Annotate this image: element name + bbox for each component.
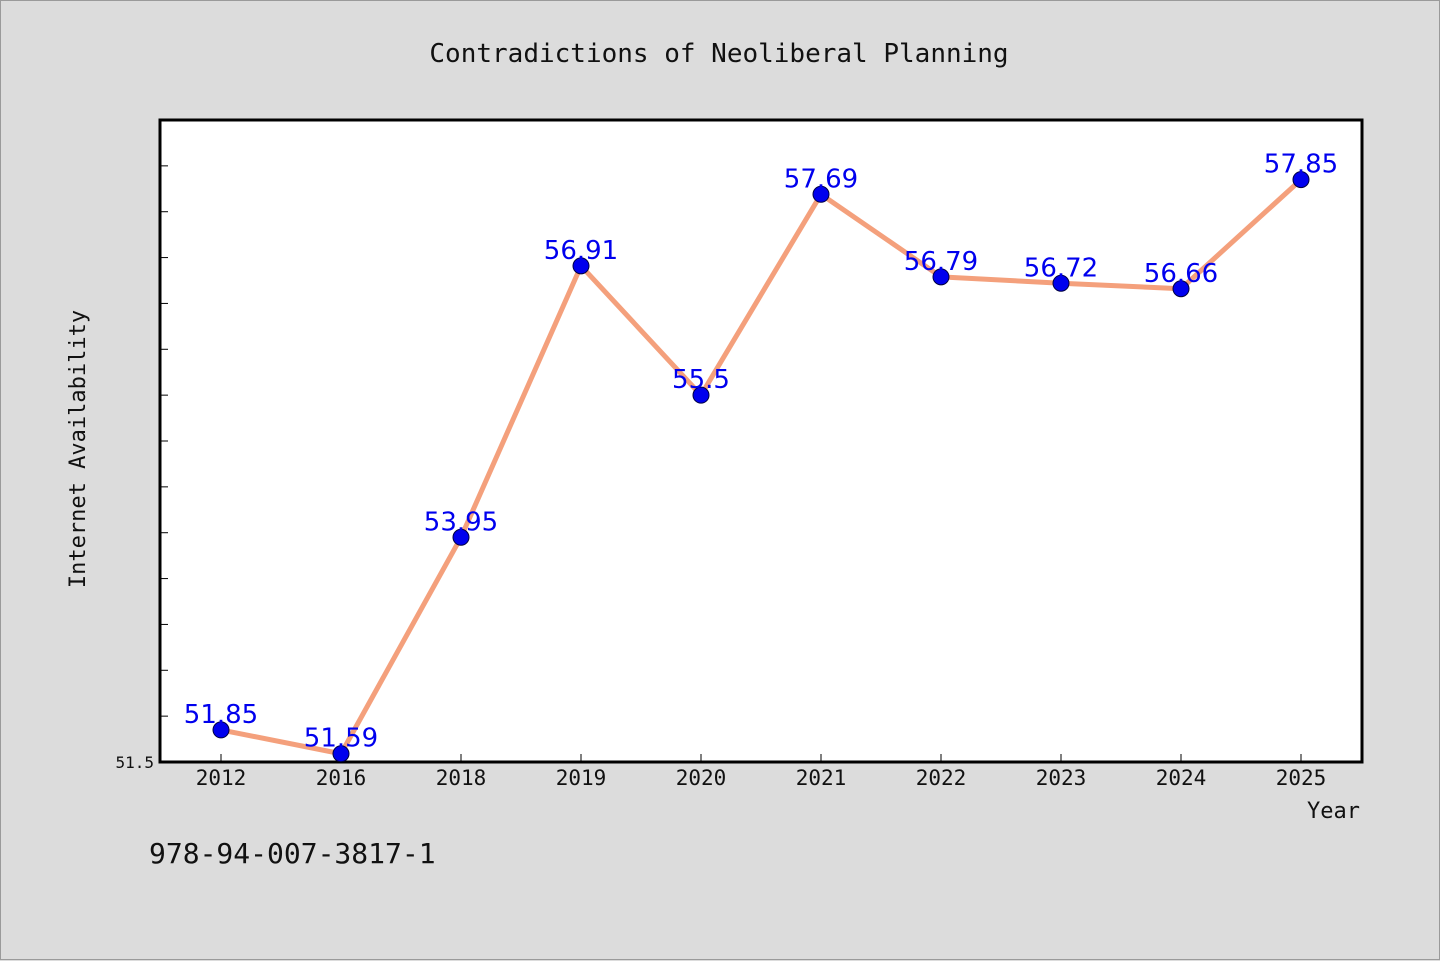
data-point-2018 [452, 528, 470, 546]
data-label-2019: 56.91 [544, 236, 618, 266]
data-point-2022 [932, 268, 950, 286]
chart-title: Contradictions of Neoliberal Planning [429, 39, 1008, 69]
x-tick-label-2022: 2022 [916, 766, 967, 790]
data-point-2024 [1172, 280, 1190, 298]
x-axis-label: Year [1307, 799, 1360, 824]
x-tick-label-2020: 2020 [676, 766, 727, 790]
y-axis-ticks: 51.5 [115, 165, 168, 772]
data-label-2025: 57.85 [1264, 150, 1338, 180]
data-label-2020: 55.5 [672, 365, 730, 395]
data-label-2023: 56.72 [1024, 253, 1098, 283]
data-point-2025 [1292, 171, 1310, 189]
plot-area [158, 118, 1364, 764]
data-label-2022: 56.79 [904, 247, 978, 277]
y-tick-label: 51.5 [115, 753, 154, 772]
data-label-2021: 57.69 [784, 164, 858, 194]
x-tick-label-2023: 2023 [1036, 766, 1087, 790]
x-tick-label-2021: 2021 [796, 766, 847, 790]
x-tick-label-2016: 2016 [316, 766, 367, 790]
x-tick-label-2024: 2024 [1156, 766, 1207, 790]
data-point-2021 [812, 185, 830, 203]
series-line [218, 177, 1304, 757]
data-label-2024: 56.66 [1144, 259, 1218, 289]
x-tick-label-2012: 2012 [196, 766, 247, 790]
series-group: 51.85 51.59 53.95 56.91 55.5 57.69 56.79 56.72 5… [184, 150, 1338, 763]
data-point-2023 [1052, 274, 1070, 292]
x-axis-ticks: 2012 2016 2018 2019 2020 2021 2022 2023 2024 2025 [196, 754, 1327, 790]
data-point-2019 [572, 257, 590, 275]
y-axis-label: Internet Availability [66, 310, 91, 588]
data-point-2016 [332, 745, 350, 763]
x-tick-label-2019: 2019 [556, 766, 607, 790]
data-point-2012 [212, 721, 230, 739]
footer-code: 978-94-007-3817-1 [149, 837, 436, 870]
data-label-2012: 51.85 [184, 700, 258, 730]
data-label-2016: 51.59 [304, 724, 378, 754]
data-point-2020 [692, 386, 710, 404]
data-label-2018: 53.95 [424, 507, 498, 537]
x-tick-label-2025: 2025 [1276, 766, 1327, 790]
x-tick-label-2018: 2018 [436, 766, 487, 790]
